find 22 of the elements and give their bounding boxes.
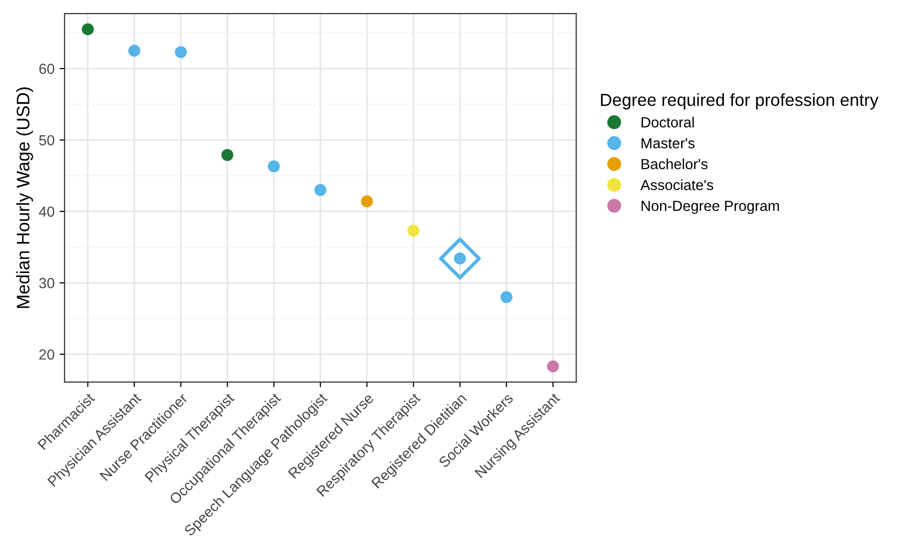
y-tick-label: 60 [39, 64, 54, 74]
legend-label: Non-Degree Program [642, 200, 779, 214]
point [500, 291, 512, 304]
point [314, 184, 326, 196]
legend-label: Bachelor's [642, 158, 708, 170]
legend-label: Doctoral [642, 116, 694, 128]
point [174, 46, 187, 58]
point [268, 160, 280, 172]
point [360, 195, 373, 208]
legend-label: Associate's [640, 179, 714, 190]
legend-label: Master's [642, 138, 695, 148]
point [546, 360, 560, 372]
y-tick-label: 30 [39, 278, 54, 288]
y-tick-label: 40 [38, 206, 54, 217]
point [82, 23, 94, 36]
legend-title: Degree required for profession entry [601, 93, 878, 110]
y-tick-label: 50 [39, 135, 54, 146]
y-axis-title: Median Hourly Wage (USD) [16, 87, 34, 308]
point [407, 224, 420, 237]
point [128, 44, 140, 57]
point [221, 148, 234, 161]
y-tick-label: 20 [39, 349, 54, 360]
